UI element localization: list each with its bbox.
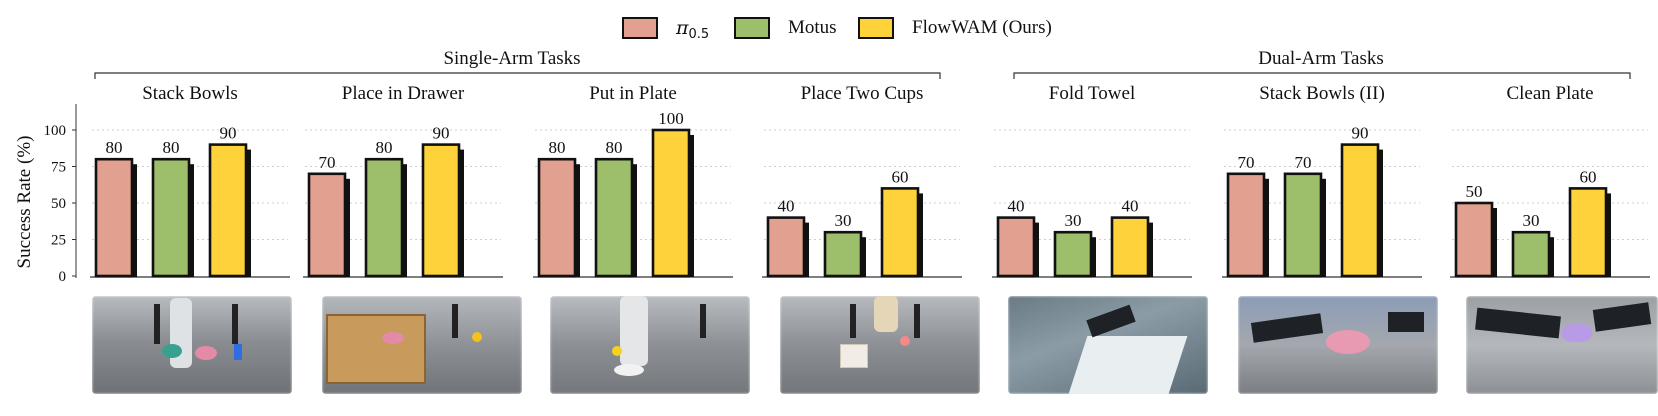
- legend-swatch-pi05: [622, 17, 658, 39]
- photo-stack-bowls-ii: [1238, 296, 1438, 394]
- drawer-shape: [326, 314, 426, 384]
- legend-label-motus: Motus: [788, 17, 837, 38]
- bar-value-label: 50: [1466, 182, 1483, 201]
- legend-item-flowwam: FlowWAM (Ours): [858, 16, 1052, 40]
- bar-flowwam: [651, 128, 691, 278]
- panel-title: Clean Plate: [1506, 83, 1593, 104]
- purple-object-shape: [1562, 324, 1592, 342]
- legend-label-flowwam: FlowWAM (Ours): [912, 17, 1052, 38]
- group-title-single-arm: Single-Arm Tasks: [443, 48, 581, 69]
- bar-pi05: [94, 157, 134, 278]
- photo-stack-bowls: [92, 296, 292, 394]
- photo-fold-towel: [1008, 296, 1208, 394]
- blue-block-shape: [234, 344, 242, 360]
- y-tick-label: 50: [51, 196, 66, 212]
- photo-put-in-plate: [550, 296, 750, 394]
- y-tick-label: 75: [51, 160, 66, 176]
- bar-flowwam: [1110, 216, 1150, 278]
- legend-label-pi05: π0.5: [676, 16, 710, 42]
- bar-motus: [364, 157, 404, 278]
- gripper-right-shape: [914, 304, 920, 338]
- bar-pi05: [1454, 201, 1494, 278]
- bar-flowwam: [1568, 187, 1608, 278]
- legend-swatch-motus: [734, 17, 770, 39]
- bar-pi05: [1226, 172, 1266, 278]
- gripper-right-shape: [232, 304, 238, 344]
- plate-shape: [614, 364, 644, 376]
- cup-holder-shape: [840, 344, 868, 368]
- bar-flowwam: [1340, 143, 1380, 278]
- bar-pi05: [766, 216, 806, 278]
- panel-title: Put in Plate: [589, 83, 677, 104]
- legend-item-motus: Motus: [734, 16, 837, 40]
- bar-value-label: 80: [376, 138, 393, 157]
- bar-motus: [1283, 172, 1323, 278]
- panel-title: Stack Bowls: [142, 83, 238, 104]
- bar-motus: [823, 230, 863, 278]
- panel-title: Place in Drawer: [342, 83, 465, 104]
- bar-motus: [1053, 230, 1093, 278]
- dual-arm-bracket: [1013, 72, 1631, 79]
- panel-title: Place Two Cups: [801, 83, 924, 104]
- panel-title: Fold Towel: [1049, 83, 1135, 104]
- bar-motus: [594, 157, 634, 278]
- bar-value-label: 90: [433, 124, 450, 143]
- legend: π0.5 Motus FlowWAM (Ours): [0, 12, 1658, 42]
- bar-value-label: 40: [1008, 197, 1025, 216]
- y-tick-label: 0: [59, 269, 67, 285]
- bar-value-label: 60: [892, 167, 909, 186]
- y-tick-label: 100: [44, 123, 67, 139]
- pink-object-shape: [900, 336, 910, 346]
- gripper-left-shape: [850, 304, 856, 338]
- legend-item-pi05: π0.5: [622, 16, 710, 42]
- photo-clean-plate: [1466, 296, 1658, 394]
- y-tick-label: 25: [51, 233, 66, 249]
- photo-place-two-cups: [780, 296, 980, 394]
- robot-arm-shape: [874, 296, 898, 332]
- single-arm-bracket: [94, 72, 941, 79]
- bar-value-label: 30: [1523, 211, 1540, 230]
- photo-place-in-drawer: [322, 296, 522, 394]
- bar-flowwam: [880, 187, 920, 278]
- yellow-object-shape: [472, 332, 482, 342]
- gripper-left-shape: [154, 304, 160, 344]
- bar-motus: [1511, 230, 1551, 278]
- bar-pi05: [996, 216, 1036, 278]
- bar-value-label: 80: [163, 138, 180, 157]
- bar-value-label: 70: [1295, 153, 1312, 172]
- bar-value-label: 40: [1122, 197, 1139, 216]
- bar-value-label: 70: [1238, 153, 1255, 172]
- pink-bowl-shape: [382, 332, 404, 344]
- group-title-dual-arm: Dual-Arm Tasks: [1258, 48, 1384, 69]
- bar-value-label: 30: [835, 211, 852, 230]
- panel-title: Stack Bowls (II): [1259, 83, 1385, 104]
- bar-value-label: 80: [106, 138, 123, 157]
- teal-bowl-shape: [162, 344, 182, 358]
- bar-pi05: [537, 157, 577, 278]
- towel-shape: [1068, 336, 1188, 394]
- bar-flowwam: [421, 143, 461, 278]
- bar-flowwam: [208, 143, 248, 278]
- bar-value-label: 70: [319, 153, 336, 172]
- pink-bowl-shape: [195, 346, 217, 360]
- gripper-right-shape: [1388, 312, 1424, 332]
- bar-value-label: 80: [549, 138, 566, 157]
- robot-arm-shape: [620, 296, 648, 366]
- bar-value-label: 90: [220, 124, 237, 143]
- y-axis-label: Success Rate (%): [14, 136, 35, 269]
- bar-value-label: 90: [1352, 124, 1369, 143]
- yellow-object-shape: [612, 346, 622, 356]
- bar-value-label: 80: [606, 138, 623, 157]
- bar-value-label: 60: [1580, 167, 1597, 186]
- bar-value-label: 100: [658, 109, 684, 128]
- gripper-shape: [452, 304, 458, 338]
- bar-pi05: [307, 172, 347, 278]
- bar-value-label: 40: [778, 197, 795, 216]
- bar-value-label: 30: [1065, 211, 1082, 230]
- gripper-shape: [700, 304, 706, 338]
- bar-motus: [151, 157, 191, 278]
- pink-bowl-shape: [1326, 330, 1370, 354]
- legend-swatch-flowwam: [858, 17, 894, 39]
